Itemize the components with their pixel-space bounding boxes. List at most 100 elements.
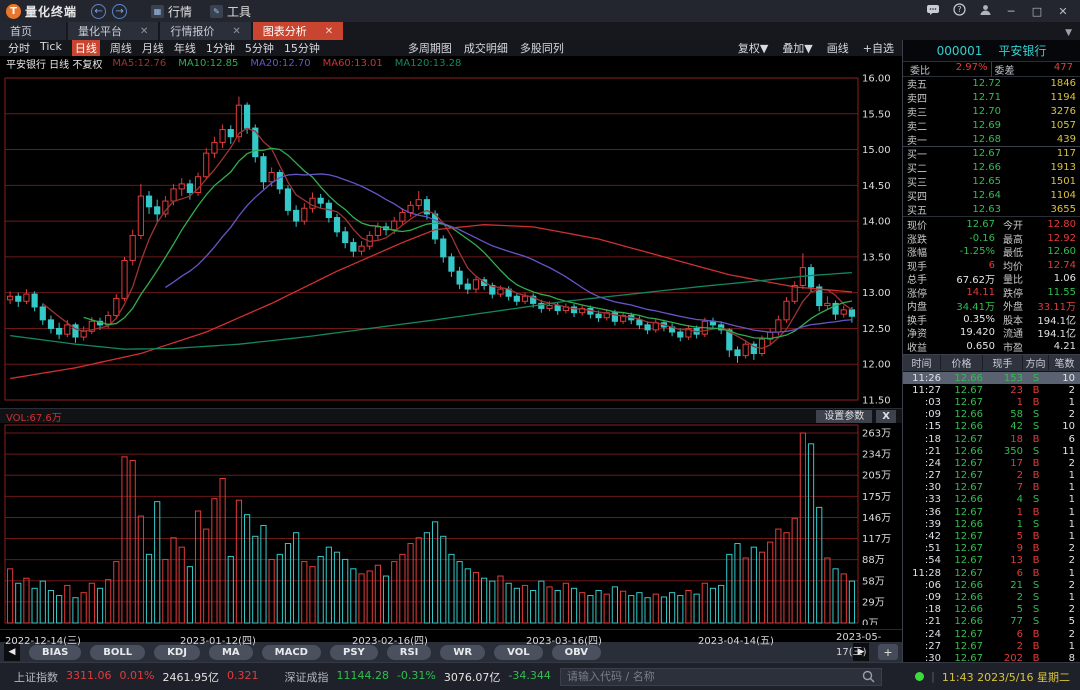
period-周线[interactable]: 周线 (110, 40, 132, 56)
toolbtn-+自选[interactable]: +自选 (863, 40, 894, 56)
volume-pane-close-button[interactable]: X (876, 410, 896, 423)
tick-row[interactable]: 11:2612.66153S10 (903, 372, 1080, 384)
detail-value: 12.60 (1035, 246, 1076, 257)
search-input[interactable] (567, 670, 862, 683)
period-5分钟[interactable]: 5分钟 (245, 40, 274, 56)
view-成交明细[interactable]: 成交明细 (464, 40, 508, 56)
menu-market[interactable]: ▦ 行情 (151, 3, 192, 20)
tick-row[interactable]: :5112.679B2 (903, 543, 1080, 555)
tick-row[interactable]: :0612.6621S2 (903, 579, 1080, 591)
svg-text:205万: 205万 (862, 471, 891, 482)
tick-volume: 6 (983, 629, 1023, 640)
tick-direction: B (1023, 543, 1049, 554)
tick-table[interactable]: 11:2612.66153S1011:2712.6723B2:0312.671B… (903, 372, 1080, 662)
tick-row[interactable]: :0912.662S1 (903, 591, 1080, 603)
tick-col-方向[interactable]: 方向 (1023, 355, 1049, 370)
book-price: 12.67 (939, 148, 1001, 159)
window-minimize-button[interactable]: ─ (1000, 5, 1022, 18)
tick-row[interactable]: :2712.672B1 (903, 469, 1080, 481)
tick-row[interactable]: :0912.6658S2 (903, 409, 1080, 421)
period-年线[interactable]: 年线 (174, 40, 196, 56)
tick-row[interactable]: :3912.661S1 (903, 518, 1080, 530)
ma-label: MA5:12.76 (112, 58, 166, 69)
index-深证成指[interactable]: 深证成指11144.28-0.31%3076.07亿-34.344 (284, 669, 550, 685)
tick-row[interactable]: :2112.66350S11 (903, 445, 1080, 457)
nav-forward-icon[interactable]: → (112, 4, 127, 19)
volume-chart[interactable]: 263万234万205万175万146万117万88万58万29万0万 (0, 423, 902, 629)
index-上证指数[interactable]: 上证指数3311.060.01%2461.95亿0.321 (14, 669, 258, 685)
menu-tools[interactable]: ✎ 工具 (210, 3, 251, 20)
tick-row[interactable]: :3312.664S1 (903, 494, 1080, 506)
period-分时[interactable]: 分时 (8, 40, 30, 56)
tab-行情报价[interactable]: 行情报价✕ (160, 22, 250, 40)
tick-time: :21 (903, 446, 941, 457)
index-name: 深证成指 (284, 669, 328, 685)
tick-volume: 1 (983, 397, 1023, 408)
tab-图表分析[interactable]: 图表分析✕ (253, 22, 343, 40)
view-多周期图[interactable]: 多周期图 (408, 40, 452, 56)
tick-row[interactable]: :3012.67202B8 (903, 652, 1080, 662)
stock-search-box[interactable] (560, 668, 882, 686)
window-close-button[interactable]: ✕ (1052, 5, 1074, 18)
tick-price: 12.67 (941, 568, 983, 579)
period-月线[interactable]: 月线 (142, 40, 164, 56)
indicator-boll-button[interactable]: BOLL (90, 645, 145, 660)
tick-row[interactable]: :3012.677B1 (903, 482, 1080, 494)
indicator-macd-button[interactable]: MACD (262, 645, 321, 660)
book-volume: 1913 (1001, 162, 1076, 173)
main-price-chart[interactable]: 16.0015.5015.0014.5014.0013.5013.0012.50… (0, 70, 902, 408)
message-icon[interactable] (922, 4, 944, 19)
svg-text:15.50: 15.50 (862, 109, 891, 120)
svg-text:14.00: 14.00 (862, 217, 891, 228)
toolbtn-画线[interactable]: 画线 (827, 40, 849, 56)
tick-row[interactable]: :0312.671B1 (903, 396, 1080, 408)
toolbtn-复权[interactable]: 复权▼ (738, 40, 768, 56)
tick-col-时间[interactable]: 时间 (903, 355, 941, 370)
period-1分钟[interactable]: 1分钟 (206, 40, 235, 56)
detail-value: 194.1亿 (1035, 325, 1076, 340)
tick-row[interactable]: :2112.6677S5 (903, 616, 1080, 628)
tick-volume: 7 (983, 482, 1023, 493)
tick-price: 12.66 (941, 580, 983, 591)
tab-close-icon[interactable]: ✕ (307, 26, 333, 37)
tick-row[interactable]: :3612.671B1 (903, 506, 1080, 518)
period-Tick[interactable]: Tick (40, 40, 62, 56)
window-maximize-button[interactable]: □ (1026, 5, 1048, 18)
tick-row[interactable]: :5412.6713B2 (903, 555, 1080, 567)
tab-首页[interactable]: 首页 (0, 22, 66, 40)
detail-row: 涨停14.11跌停11.55 (903, 285, 1080, 299)
period-15分钟[interactable]: 15分钟 (284, 40, 320, 56)
date-tick: 2022-12-14(三) (5, 632, 81, 647)
indicator-wr-button[interactable]: WR (440, 645, 485, 660)
tick-row[interactable]: :1812.665S2 (903, 604, 1080, 616)
toolbtn-叠加[interactable]: 叠加▼ (782, 40, 812, 56)
tick-volume: 9 (983, 543, 1023, 554)
stock-header[interactable]: 000001 平安银行 (903, 40, 1080, 62)
tick-col-现手[interactable]: 现手 (983, 355, 1023, 370)
index-value: 0.01% (120, 669, 155, 685)
user-icon[interactable] (974, 4, 996, 19)
tick-row[interactable]: :1812.6718B6 (903, 433, 1080, 445)
view-多股同列[interactable]: 多股同列 (520, 40, 564, 56)
tick-row[interactable]: :2712.672B1 (903, 640, 1080, 652)
tick-time: :09 (903, 409, 941, 420)
nav-back-icon[interactable]: ← (91, 4, 106, 19)
settings-params-button[interactable]: 设置参数 (816, 410, 872, 423)
tick-row[interactable]: 11:2712.6723B2 (903, 384, 1080, 396)
help-icon[interactable]: ? (948, 3, 970, 19)
tab-overflow-chevron-icon[interactable]: ▼ (1065, 22, 1080, 40)
period-日线[interactable]: 日线 (72, 40, 100, 56)
tick-row[interactable]: :1512.6642S10 (903, 421, 1080, 433)
tick-col-价格[interactable]: 价格 (941, 355, 983, 370)
tick-row[interactable]: 11:2812.676B1 (903, 567, 1080, 579)
book-row: 卖四12.711194 (903, 91, 1080, 105)
tab-量化平台[interactable]: 量化平台✕ (68, 22, 158, 40)
tick-count: 2 (1049, 629, 1080, 640)
tick-time: :33 (903, 494, 941, 505)
tick-row[interactable]: :2412.676B2 (903, 628, 1080, 640)
tick-row[interactable]: :4212.675B1 (903, 530, 1080, 542)
tab-close-icon[interactable]: ✕ (122, 26, 148, 37)
tick-row[interactable]: :2412.6717B2 (903, 457, 1080, 469)
tick-col-笔数[interactable]: 笔数 (1049, 355, 1080, 370)
tab-close-icon[interactable]: ✕ (214, 26, 240, 37)
